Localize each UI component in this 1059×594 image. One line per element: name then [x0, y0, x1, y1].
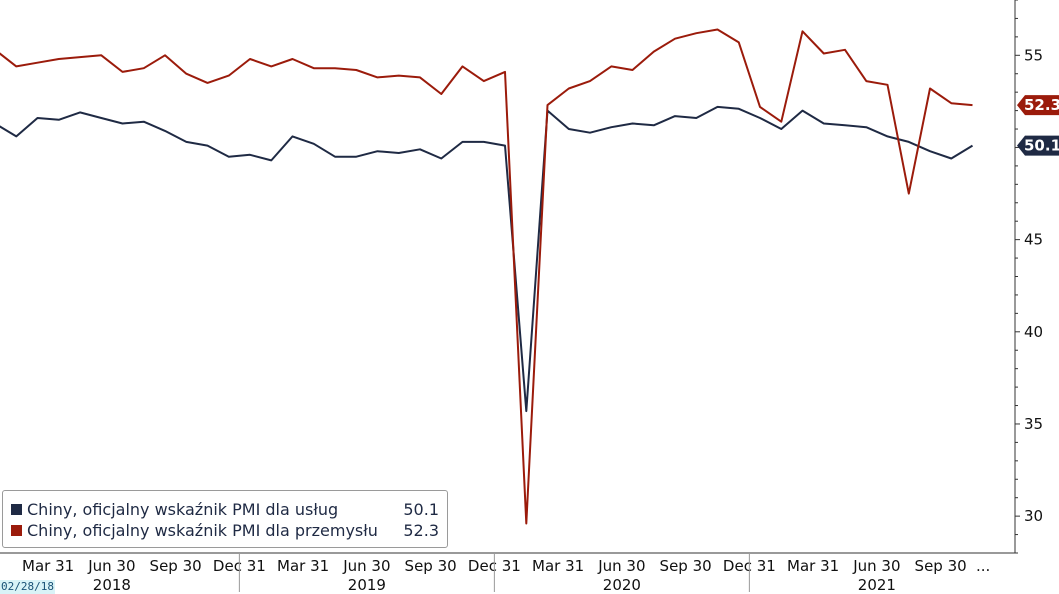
x-tick-label: Sep 30	[915, 557, 967, 575]
y-tick-label: 55	[1024, 46, 1043, 64]
legend-item-manufacturing: Chiny, oficjalny wskaźnik PMI dla przemy…	[11, 520, 439, 541]
x-tick-label: Sep 30	[405, 557, 457, 575]
chart-legend: Chiny, oficjalny wskaźnik PMI dla usług …	[2, 490, 448, 548]
legend-item-services: Chiny, oficjalny wskaźnik PMI dla usług …	[11, 499, 439, 520]
legend-value-services: 50.1	[403, 500, 439, 519]
x-tick-label: Sep 30	[150, 557, 202, 575]
x-tick-label: Jun 30	[597, 557, 645, 575]
last-value-tag-services	[1017, 135, 1059, 156]
legend-label-services: Chiny, oficjalny wskaźnik PMI dla usług	[27, 500, 339, 519]
x-tick-label: Jun 30	[852, 557, 900, 575]
x-tick-label: Jun 30	[87, 557, 135, 575]
legend-label-manufacturing: Chiny, oficjalny wskaźnik PMI dla przemy…	[27, 521, 378, 540]
x-tick-label: ...	[976, 557, 990, 575]
year-label: 2021	[858, 576, 896, 594]
legend-swatch-manufacturing	[11, 525, 22, 536]
date-stamp: 02/28/18	[0, 580, 55, 594]
year-label: 2018	[93, 576, 131, 594]
y-tick-label: 40	[1024, 323, 1043, 341]
year-label: 2019	[348, 576, 386, 594]
y-tick-label: 45	[1024, 231, 1043, 249]
legend-swatch-services	[11, 504, 22, 515]
last-value-label-manufacturing: 52.3	[1024, 96, 1059, 114]
y-tick-label: 35	[1024, 415, 1043, 433]
last-value-label-services: 50.1	[1024, 137, 1059, 155]
y-tick-label: 30	[1024, 507, 1043, 525]
x-tick-label: Mar 31	[532, 557, 584, 575]
series-line-services	[0, 105, 974, 413]
year-label: 2020	[603, 576, 641, 594]
x-tick-label: Mar 31	[277, 557, 329, 575]
series-line-manufacturing	[0, 28, 973, 525]
x-tick-label: Mar 31	[787, 557, 839, 575]
last-value-tag-manufacturing	[1017, 95, 1059, 116]
x-tick-label: Mar 31	[22, 557, 74, 575]
legend-value-manufacturing: 52.3	[403, 521, 439, 540]
x-tick-label: Sep 30	[660, 557, 712, 575]
x-tick-label: Jun 30	[342, 557, 390, 575]
